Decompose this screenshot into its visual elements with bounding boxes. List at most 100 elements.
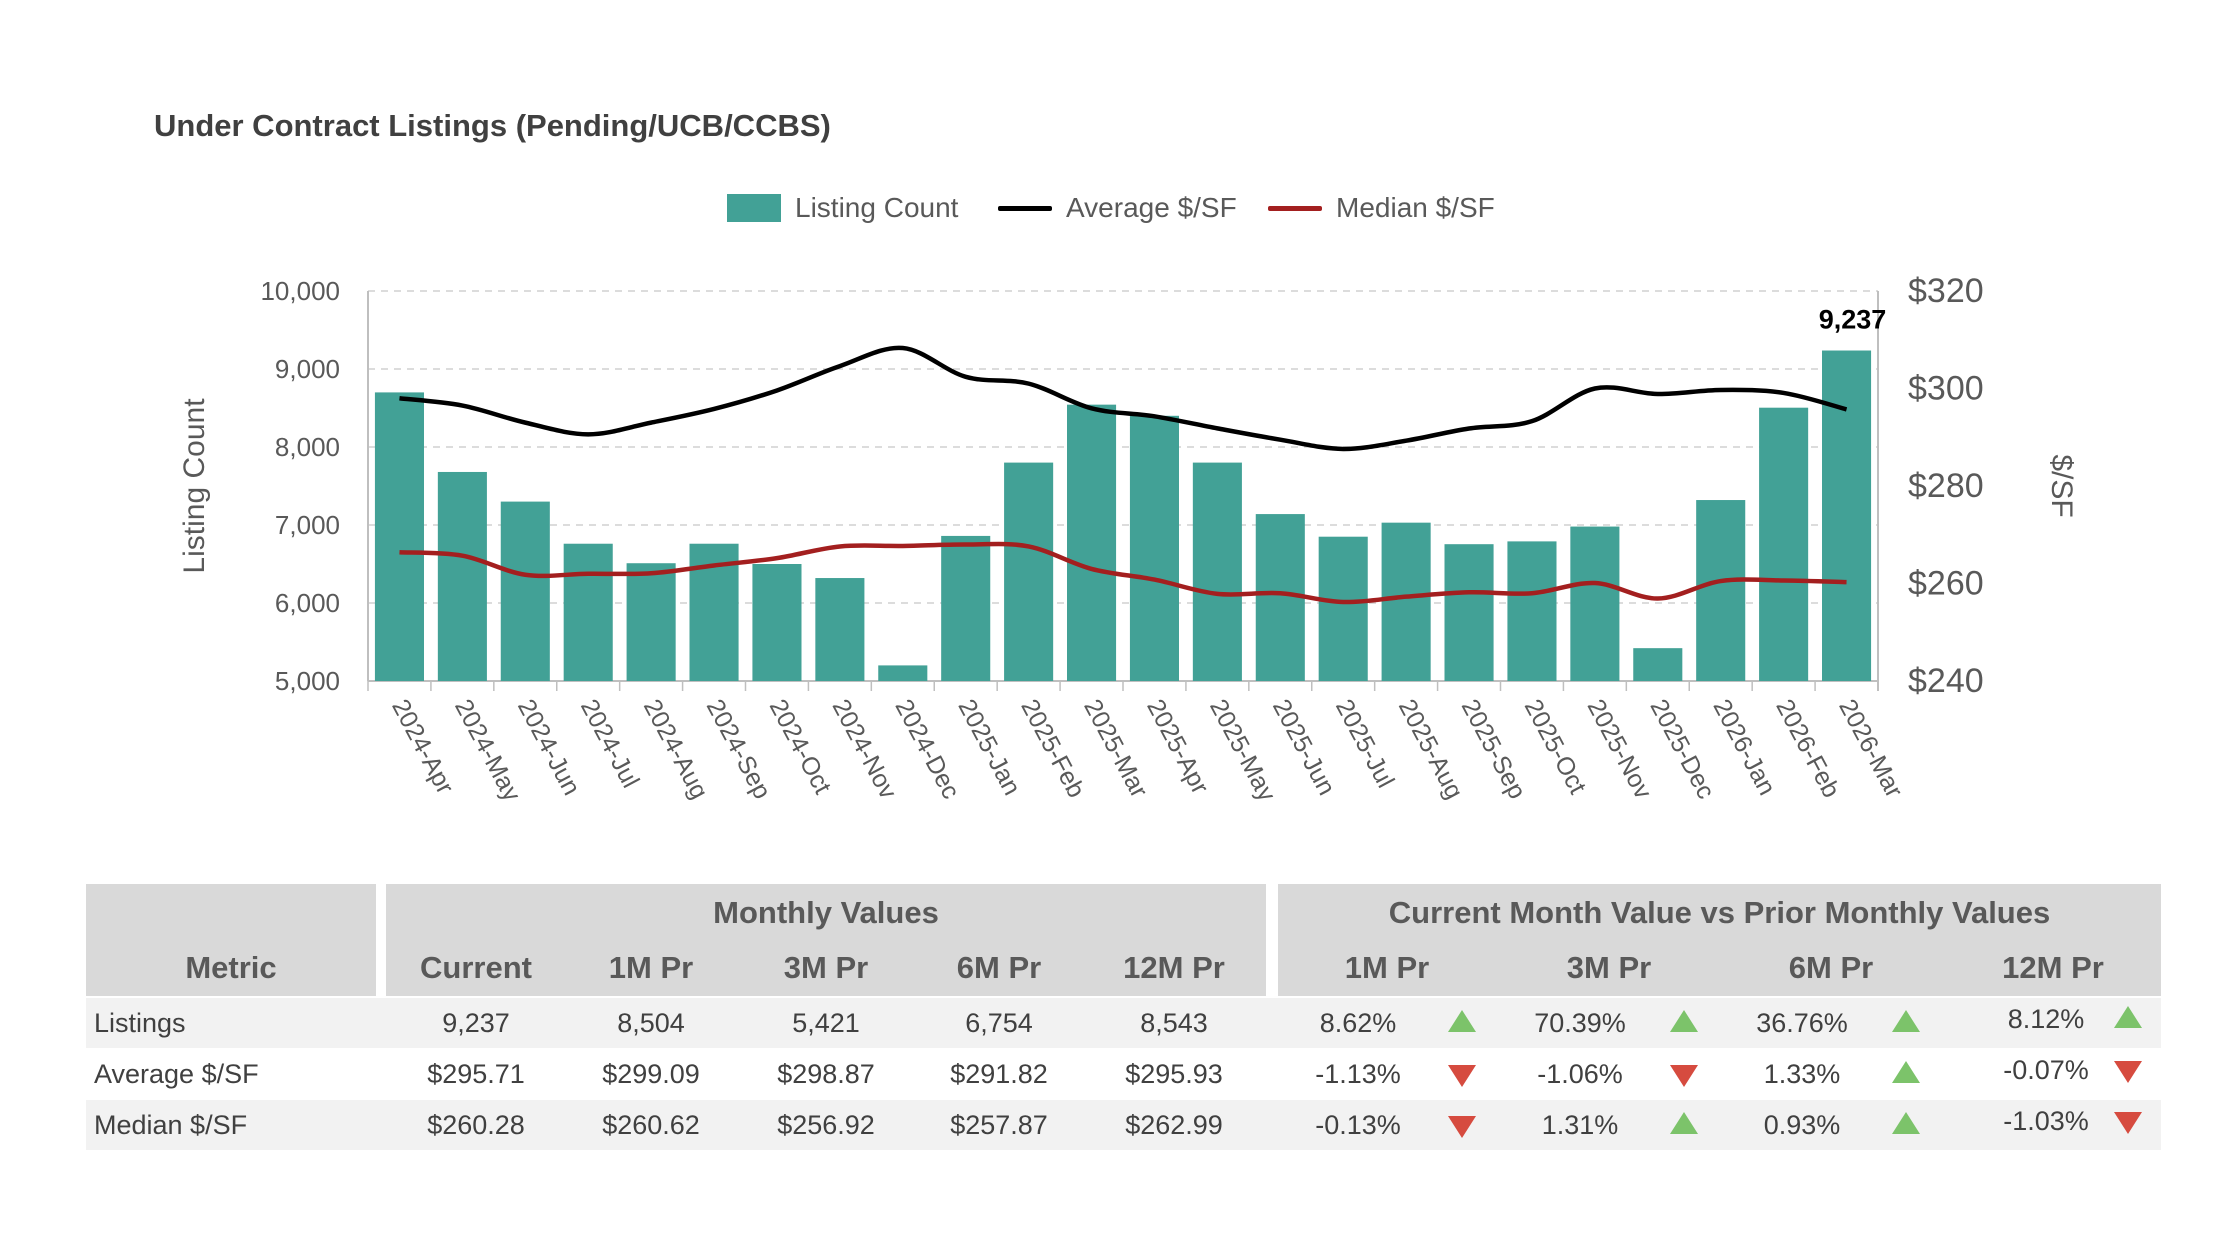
legend-label: Average $/SF — [1066, 192, 1237, 223]
row-value: 8,504 — [617, 1007, 685, 1038]
combo-chart: 5,000 6,000 7,000 8,000 9,000 10,000 $240 $260 $… — [178, 272, 2078, 806]
y-tick-label: 7,000 — [275, 510, 340, 540]
y-tick-label: 6,000 — [275, 588, 340, 618]
row-metric: Listings — [94, 1007, 186, 1038]
bar — [500, 501, 550, 681]
header-monthly-col: 1M Pr — [608, 950, 694, 985]
data-label: 9,237 — [1819, 305, 1887, 335]
legend-item-average: Average $/SF — [998, 186, 1237, 230]
bar — [815, 578, 865, 681]
y2-tick-label: $260 — [1908, 565, 1984, 603]
bar — [1759, 407, 1809, 681]
x-tick-label: 2025-Jun — [1267, 695, 1341, 800]
x-tick-label: 2024-Oct — [764, 695, 837, 799]
legend-item-listing-count: Listing Count — [727, 186, 958, 230]
bar — [1192, 462, 1242, 681]
x-tick-label: 2024-Jul — [575, 695, 645, 793]
row-change-pct: -1.06% — [1537, 1058, 1623, 1089]
row-value: $298.87 — [777, 1058, 875, 1089]
y-tick-label: 10,000 — [260, 276, 340, 306]
x-tick-label: 2024-Nov — [827, 695, 903, 804]
row-value: $260.62 — [602, 1109, 700, 1140]
legend-swatch-line — [1268, 205, 1322, 211]
bar — [374, 392, 424, 681]
bar — [626, 563, 676, 681]
table-row — [86, 1100, 2161, 1150]
x-tick-label: 2025-Jul — [1330, 695, 1400, 793]
header-compare-col: 1M Pr — [1344, 950, 1430, 985]
table-row — [86, 998, 2161, 1048]
header-monthly-values: Monthly Values — [713, 895, 939, 930]
x-tick-label: 2025-Aug — [1393, 695, 1469, 804]
bar — [1129, 415, 1179, 681]
median-line — [399, 541, 1847, 605]
row-change-pct: -1.03% — [2003, 1105, 2089, 1136]
x-tick-label: 2026-Jan — [1707, 695, 1781, 800]
x-tick-label: 2024-Jun — [512, 695, 586, 800]
header-metric: Metric — [185, 950, 277, 985]
row-metric: Average $/SF — [94, 1058, 259, 1089]
header-metric-block — [86, 884, 376, 996]
y-tick-label: 8,000 — [275, 432, 340, 462]
trend-up-icon — [1892, 1112, 1920, 1134]
x-tick-label: 2024-Aug — [638, 695, 714, 804]
x-tick-label: 2025-Jan — [952, 695, 1026, 800]
row-change-pct: 36.76% — [1756, 1007, 1848, 1038]
trend-down-icon — [1448, 1116, 1476, 1138]
trend-down-icon — [1670, 1065, 1698, 1087]
x-tick-label: 2025-Apr — [1141, 695, 1214, 799]
row-value: 8,543 — [1140, 1007, 1208, 1038]
bar — [941, 535, 991, 681]
legend-swatch-bar — [727, 194, 781, 222]
bar — [1444, 544, 1494, 681]
bar — [1318, 536, 1368, 681]
header-compare-values: Current Month Value vs Prior Monthly Val… — [1388, 895, 2051, 930]
row-value: $256.92 — [777, 1109, 875, 1140]
bar — [563, 543, 613, 681]
row-value: $295.71 — [427, 1058, 525, 1089]
y2-tick-label: $280 — [1908, 467, 1984, 505]
y2-axis-title: $/SF — [2045, 454, 2078, 517]
trend-down-icon — [1448, 1065, 1476, 1087]
bar — [878, 665, 928, 681]
bar — [1570, 526, 1620, 681]
bar — [1067, 404, 1117, 681]
row-change-pct: 70.39% — [1534, 1007, 1626, 1038]
table-row — [86, 1049, 2161, 1099]
bar — [1381, 522, 1431, 681]
bar — [1696, 500, 1746, 681]
bar — [437, 471, 487, 681]
row-value: $291.82 — [950, 1058, 1048, 1089]
x-tick-label: 2025-Oct — [1519, 695, 1592, 799]
row-change-pct: -0.13% — [1315, 1109, 1401, 1140]
row-change-pct: 1.31% — [1541, 1109, 1619, 1140]
trend-down-icon — [2114, 1061, 2142, 1083]
header-compare-block — [1278, 884, 2161, 996]
header-monthly-block — [386, 884, 1266, 996]
row-change-pct: 8.62% — [1319, 1007, 1397, 1038]
trend-up-icon — [1892, 1010, 1920, 1032]
average-line — [399, 345, 1848, 452]
row-value: 5,421 — [792, 1007, 860, 1038]
row-value: $262.99 — [1125, 1109, 1223, 1140]
chart-title: Under Contract Listings (Pending/UCB/CCB… — [154, 108, 831, 143]
header-monthly-col: Current — [420, 950, 532, 985]
bar — [1633, 648, 1683, 681]
legend-label: Median $/SF — [1336, 192, 1495, 223]
legend-item-median: Median $/SF — [1268, 186, 1495, 230]
header-monthly-col: 12M Pr — [1123, 950, 1225, 985]
row-metric: Median $/SF — [94, 1109, 248, 1140]
row-value: 9,237 — [442, 1007, 510, 1038]
header-compare-col: 12M Pr — [2002, 950, 2104, 985]
y2-tick-label: $240 — [1908, 662, 1984, 700]
row-change-pct: -0.07% — [2003, 1054, 2089, 1085]
row-change-pct: 0.93% — [1763, 1109, 1841, 1140]
x-tick-label: 2024-Apr — [386, 695, 459, 799]
header-compare-col: 6M Pr — [1788, 950, 1874, 985]
x-tick-label: 2025-Nov — [1582, 695, 1658, 804]
legend-label: Listing Count — [795, 192, 959, 223]
row-value: $257.87 — [950, 1109, 1048, 1140]
y2-tick-label: $300 — [1908, 370, 1984, 408]
trend-up-icon — [1448, 1010, 1476, 1032]
legend-swatch-line — [998, 205, 1052, 211]
